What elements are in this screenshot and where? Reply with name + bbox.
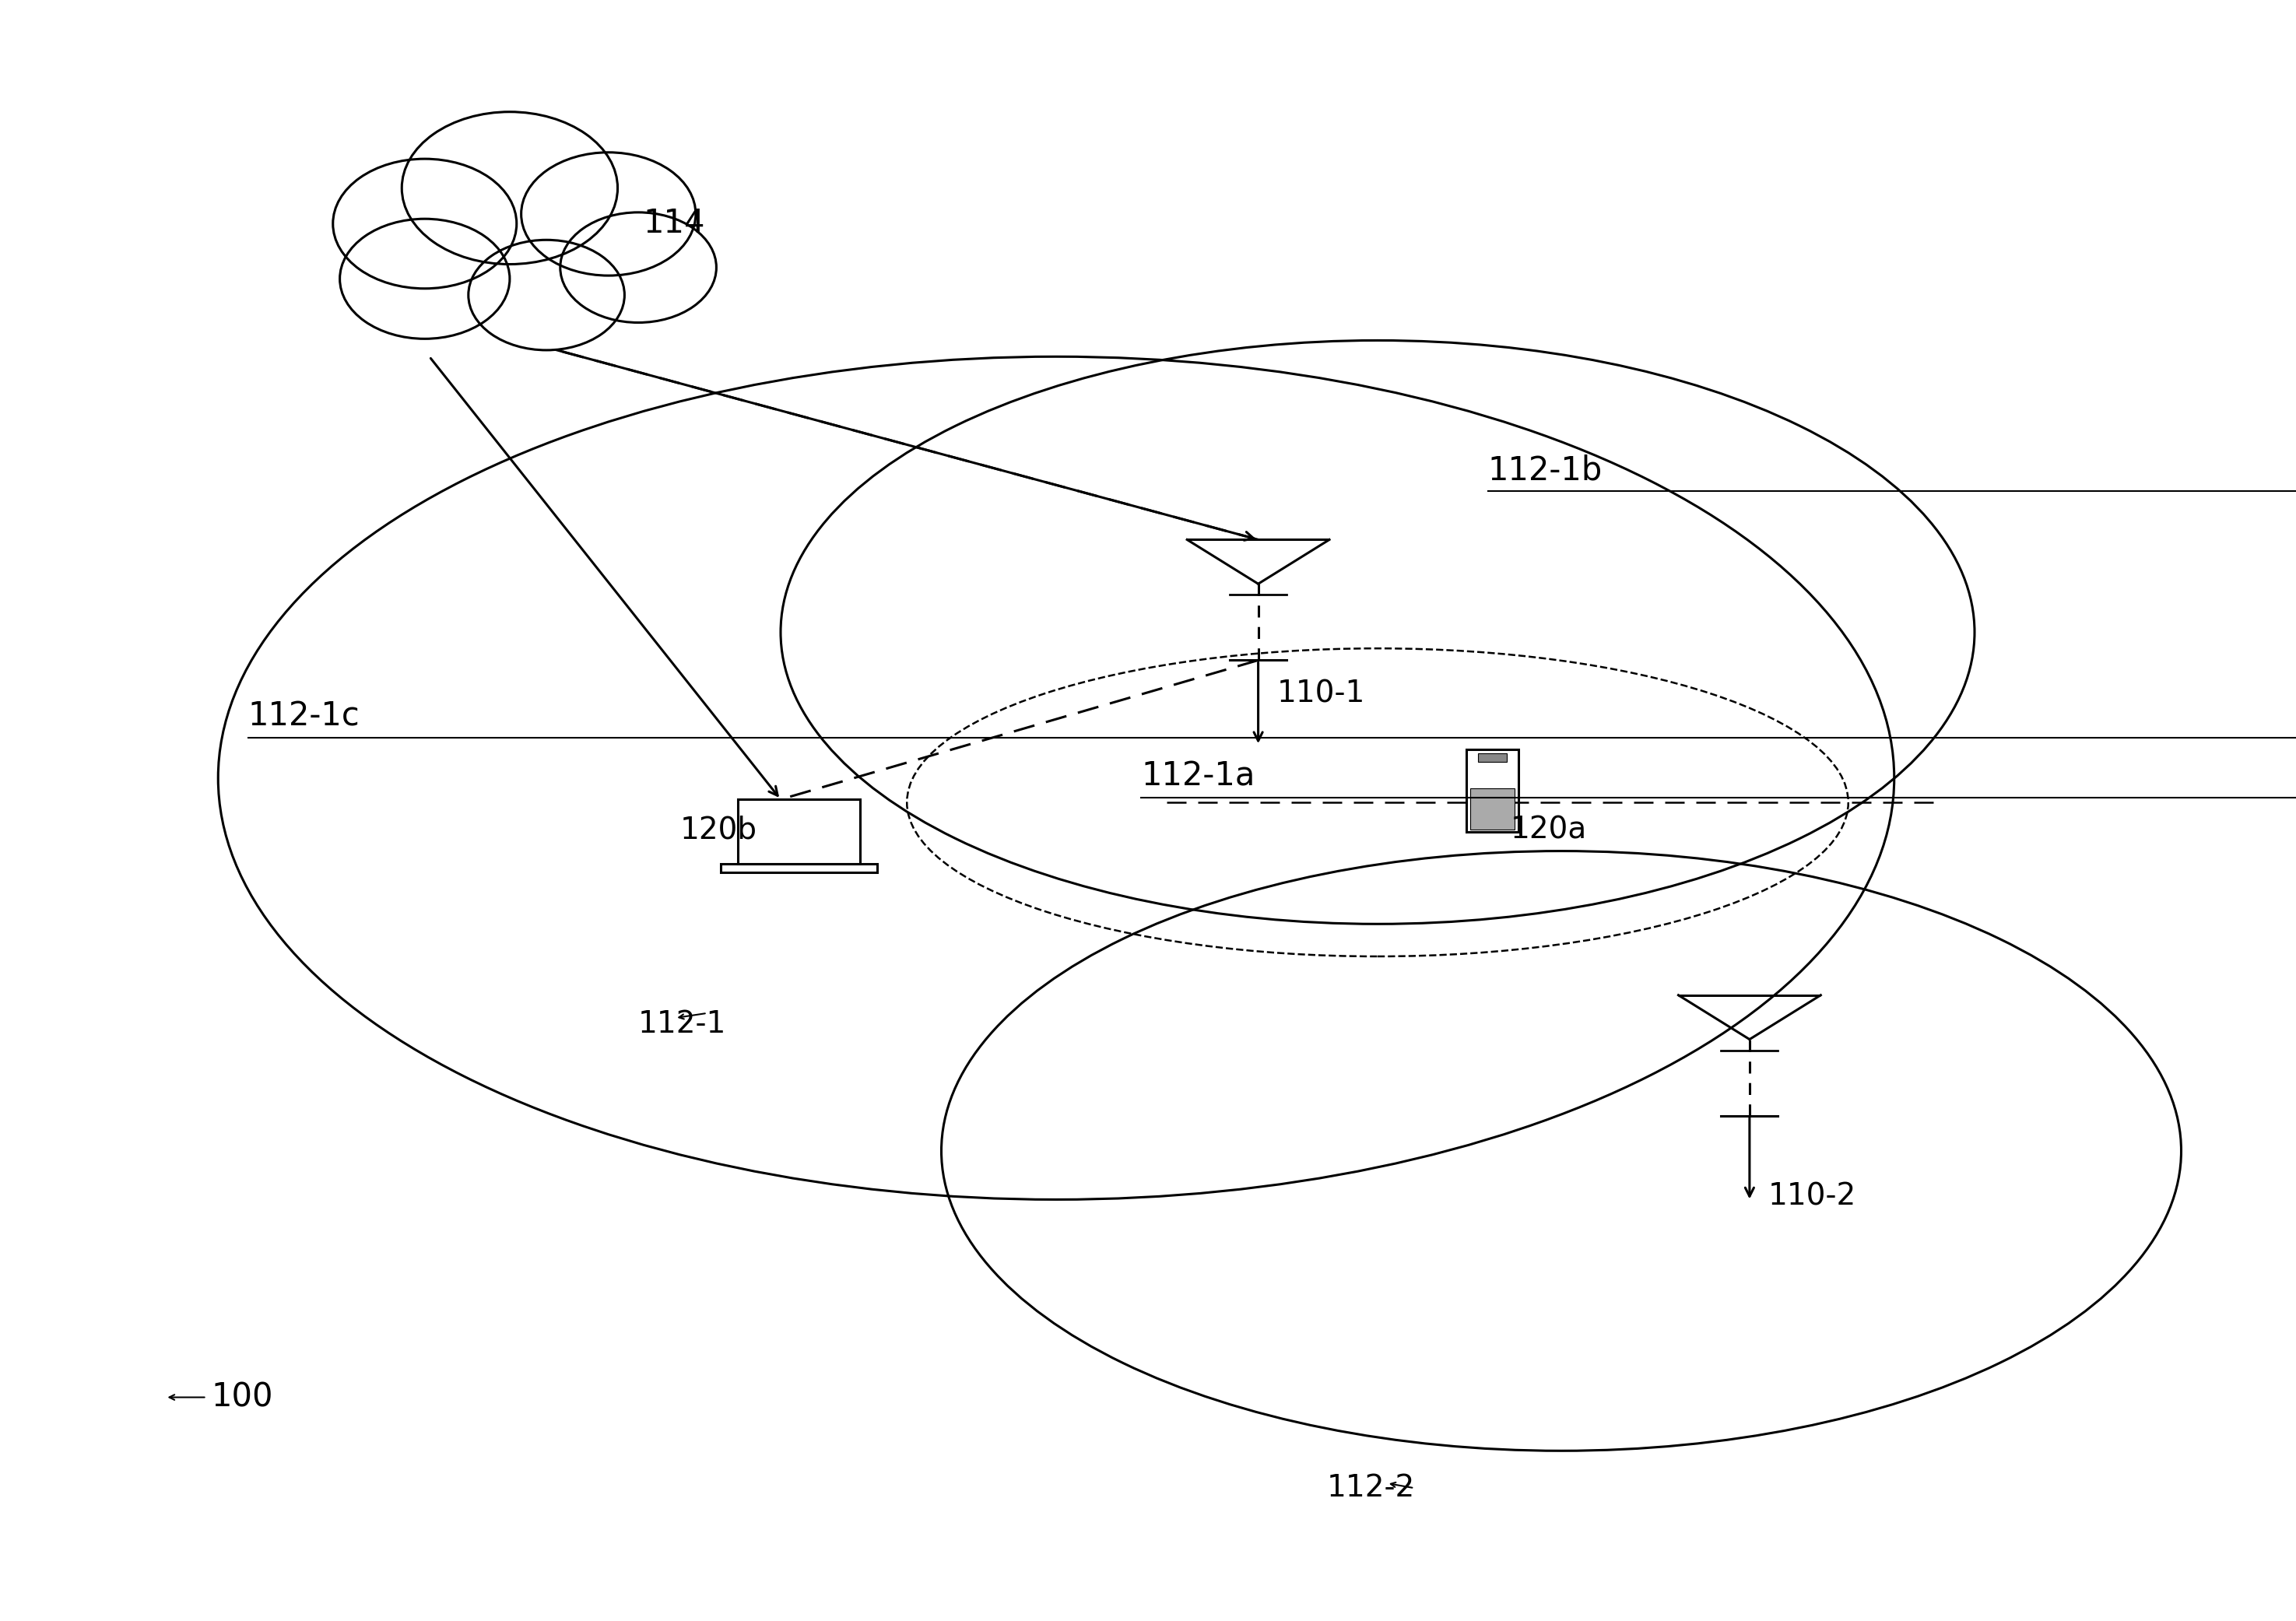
Text: 120b: 120b <box>680 815 758 845</box>
Text: 110-2: 110-2 <box>1768 1182 1855 1211</box>
FancyBboxPatch shape <box>1479 754 1506 762</box>
Text: 112-1b: 112-1b <box>1488 454 1603 486</box>
Text: 110-1: 110-1 <box>1277 679 1364 708</box>
Text: 112-1: 112-1 <box>638 1010 726 1039</box>
Circle shape <box>521 152 696 276</box>
Text: 114: 114 <box>643 207 705 240</box>
Circle shape <box>560 212 716 323</box>
Text: 112-2: 112-2 <box>1327 1473 1414 1503</box>
Text: 100: 100 <box>211 1381 273 1414</box>
Circle shape <box>333 159 517 289</box>
Circle shape <box>340 219 510 339</box>
Circle shape <box>402 112 618 264</box>
Text: 112-1c: 112-1c <box>248 700 360 733</box>
FancyBboxPatch shape <box>1469 788 1515 830</box>
Text: 112-1a: 112-1a <box>1141 760 1256 793</box>
Text: 120a: 120a <box>1511 815 1587 845</box>
Circle shape <box>468 240 625 350</box>
